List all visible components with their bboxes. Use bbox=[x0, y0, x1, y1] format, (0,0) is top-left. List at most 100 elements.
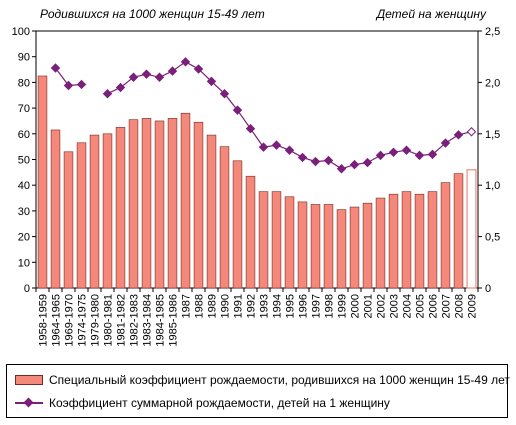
line-point bbox=[63, 80, 74, 91]
y-left-tick-label: 30 bbox=[18, 206, 30, 218]
bar bbox=[167, 118, 178, 289]
line-point bbox=[310, 156, 321, 167]
x-tick-label: 1989 bbox=[207, 294, 219, 318]
legend-bar-label: Специальный коэффициент рождаемости, род… bbox=[49, 373, 510, 387]
line-point bbox=[284, 145, 295, 155]
bar bbox=[63, 151, 74, 289]
bar bbox=[219, 146, 230, 289]
line-point bbox=[466, 127, 477, 137]
y-left-tick-label: 0 bbox=[24, 283, 30, 295]
bar bbox=[154, 120, 165, 289]
line-point bbox=[323, 155, 334, 166]
x-tick-label: 1991 bbox=[233, 294, 245, 318]
right-axis-title: Детей на женщину bbox=[376, 7, 486, 21]
line-point bbox=[141, 69, 152, 79]
x-tick-label: 2005 bbox=[415, 294, 427, 318]
line-point bbox=[336, 164, 347, 174]
bar bbox=[362, 202, 373, 289]
x-tick-label: 1993 bbox=[259, 294, 271, 318]
x-tick-label: 1992 bbox=[246, 294, 258, 318]
y-left-tick-label: 50 bbox=[18, 155, 30, 167]
bar bbox=[128, 119, 139, 289]
line-point bbox=[362, 157, 373, 168]
legend: Специальный коэффициент рождаемости, род… bbox=[6, 364, 510, 418]
y-left-tick-label: 90 bbox=[18, 52, 30, 64]
x-tick-label: 2003 bbox=[389, 294, 401, 318]
line-point bbox=[258, 142, 269, 152]
line-point bbox=[167, 66, 178, 76]
y-right-tick-label: 2,0 bbox=[485, 77, 500, 89]
x-tick-label: 2000 bbox=[350, 294, 362, 318]
x-tick-label: 1980-1981 bbox=[103, 294, 115, 347]
legend-line-swatch bbox=[15, 397, 43, 409]
line-point bbox=[440, 138, 451, 148]
x-tick-label: 1998 bbox=[324, 294, 336, 318]
bar bbox=[427, 191, 438, 289]
x-tick-label: 1999 bbox=[337, 294, 349, 318]
line-point bbox=[154, 72, 165, 82]
x-tick-label: 1994 bbox=[272, 294, 284, 318]
bar bbox=[323, 204, 334, 289]
x-tick-label: 2006 bbox=[428, 294, 440, 318]
line-point bbox=[50, 63, 61, 73]
bar bbox=[271, 191, 282, 289]
bar bbox=[453, 173, 464, 289]
chart-canvas: 0 10 20 30 40 50 60 70 80 90 100 0 0,5 1,0 1,5 2,0 2,5 19… bbox=[12, 26, 501, 347]
bar bbox=[440, 182, 451, 289]
bar bbox=[102, 133, 113, 289]
x-tick-label: 1984-1985 bbox=[155, 294, 167, 347]
y-left-tick-label: 70 bbox=[18, 103, 30, 115]
y-left-tick-label: 10 bbox=[18, 257, 30, 269]
bar bbox=[401, 191, 412, 289]
line-point bbox=[232, 105, 243, 115]
bar bbox=[232, 160, 243, 289]
line-point bbox=[245, 123, 256, 134]
line-point bbox=[453, 130, 464, 140]
x-tick-label: 1983-1984 bbox=[142, 294, 154, 347]
bar bbox=[375, 197, 386, 289]
x-tick-label: 1982-1983 bbox=[129, 294, 141, 347]
bar bbox=[336, 209, 347, 289]
line-point bbox=[297, 152, 308, 163]
bar bbox=[414, 193, 425, 289]
y-left-tick-label: 20 bbox=[18, 232, 30, 244]
y-left-tick-label: 100 bbox=[12, 26, 30, 38]
bar bbox=[180, 112, 191, 289]
bar bbox=[388, 193, 399, 289]
line-point bbox=[102, 89, 113, 99]
bar bbox=[50, 129, 61, 289]
x-tick-label: 1996 bbox=[298, 294, 310, 318]
x-tick-label: 1979-1980 bbox=[90, 294, 102, 347]
legend-item-line-series: Коэффициент суммарной рождаемости, детей… bbox=[15, 395, 390, 411]
x-tick-label: 1995 bbox=[285, 294, 297, 318]
bar bbox=[193, 121, 204, 289]
bar bbox=[310, 204, 321, 289]
line-point bbox=[388, 147, 399, 158]
x-tick-label: 1958-1959 bbox=[38, 294, 50, 347]
x-tick-label: 2008 bbox=[454, 294, 466, 318]
x-tick-label: 1988 bbox=[194, 294, 206, 318]
legend-line-label: Коэффициент суммарной рождаемости, детей… bbox=[49, 396, 390, 410]
line-point bbox=[180, 57, 191, 67]
line-point bbox=[219, 89, 230, 99]
bar bbox=[258, 191, 269, 289]
line-point bbox=[349, 159, 360, 170]
x-tick-label: 2009 bbox=[467, 294, 479, 318]
line-point bbox=[206, 76, 217, 87]
x-tick-label: 2004 bbox=[402, 294, 414, 318]
bar bbox=[297, 201, 308, 289]
x-tick-label: 1981-1982 bbox=[116, 294, 128, 347]
line-point bbox=[128, 72, 139, 82]
y-right-tick-label: 2,5 bbox=[485, 26, 500, 38]
bar bbox=[349, 206, 360, 289]
legend-bar-swatch bbox=[15, 375, 43, 385]
x-tick-label: 1985-1986 bbox=[168, 294, 180, 347]
y-right-tick-label: 1,5 bbox=[485, 129, 500, 141]
line-point bbox=[76, 79, 87, 90]
y-left-tick-label: 60 bbox=[18, 129, 30, 141]
line-point bbox=[271, 140, 282, 150]
line-point bbox=[414, 150, 425, 161]
bar bbox=[206, 134, 217, 289]
bar bbox=[141, 118, 152, 289]
